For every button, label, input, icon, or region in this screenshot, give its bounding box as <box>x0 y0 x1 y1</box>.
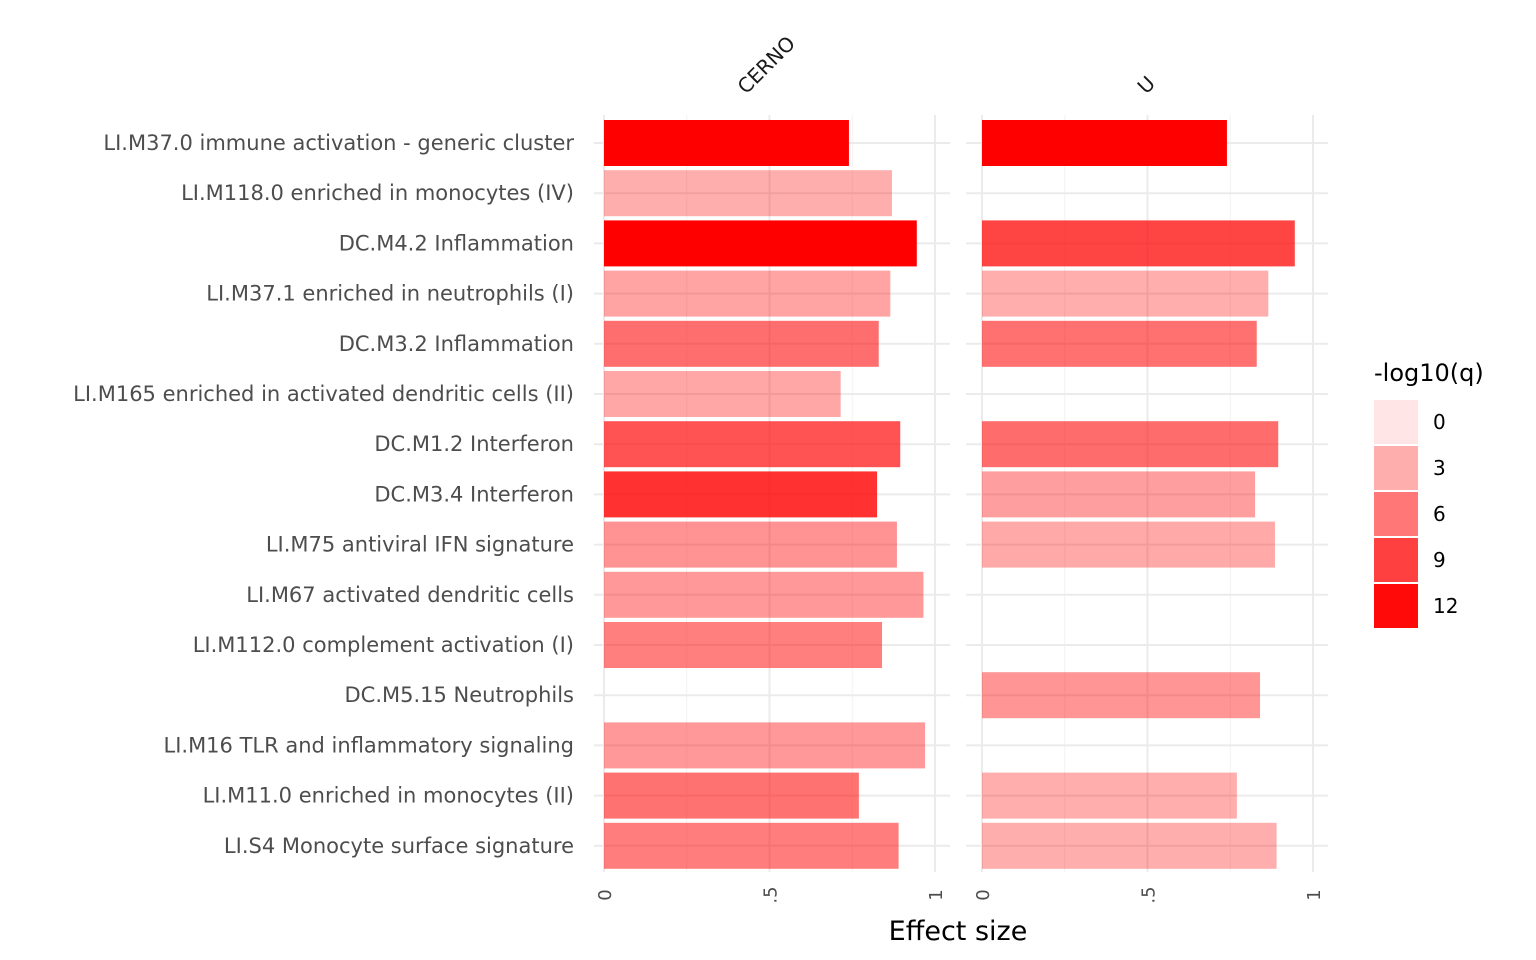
x-tick-label: 0 <box>973 889 994 900</box>
legend-label: 6 <box>1433 502 1446 526</box>
x-tick-label: 1 <box>926 889 947 900</box>
legend-label: 12 <box>1433 594 1458 618</box>
category-label: DC.M5.15 Neutrophils <box>344 683 574 707</box>
category-label: LI.M11.0 enriched in monocytes (II) <box>203 784 574 808</box>
category-label: DC.M1.2 Interferon <box>374 432 574 456</box>
bar-cerno-4 <box>604 270 891 317</box>
facet-label-cerno: CERNO <box>733 31 800 98</box>
legend-label: 3 <box>1433 456 1446 480</box>
category-label: LI.M118.0 enriched in monocytes (IV) <box>181 181 574 205</box>
legend-label: 0 <box>1433 410 1446 434</box>
legend-key <box>1374 492 1418 536</box>
bar-cerno-2 <box>604 170 892 217</box>
labels-layer: 0 .5 1 CERNO 0 .5 1 U LI.M37.0 immune activation… <box>73 31 1325 903</box>
legend-key <box>1374 446 1418 490</box>
legend: -log10(q) 0 3 6 9 12 <box>1374 359 1484 628</box>
bar-u-5 <box>982 320 1257 367</box>
category-label: LI.M75 antiviral IFN signature <box>266 533 574 557</box>
category-label: DC.M4.2 Inflammation <box>339 231 574 255</box>
bar-cerno-15 <box>604 822 899 869</box>
category-label: LI.M67 activated dendritic cells <box>246 583 574 607</box>
bar-u-8 <box>982 471 1256 518</box>
x-tick-label: .5 <box>1139 886 1160 903</box>
bar-u-3 <box>982 220 1295 267</box>
bar-cerno-14 <box>604 772 859 819</box>
bar-cerno-1 <box>604 120 849 166</box>
bar-cerno-8 <box>604 471 878 518</box>
category-label: LI.S4 Monocyte surface signature <box>224 834 574 858</box>
bar-cerno-10 <box>604 571 924 618</box>
legend-title: -log10(q) <box>1374 359 1484 387</box>
facet-label-u: U <box>1133 71 1160 98</box>
category-label: LI.M37.0 immune activation - generic clu… <box>103 131 574 155</box>
x-tick-label: .5 <box>761 886 782 903</box>
category-label: LI.M165 enriched in activated dendritic … <box>73 382 574 406</box>
bar-cerno-11 <box>604 622 883 668</box>
bar-u-7 <box>982 421 1279 468</box>
category-label: LI.M37.1 enriched in neutrophils (I) <box>206 282 574 306</box>
bar-u-1 <box>982 120 1227 166</box>
bar-cerno-7 <box>604 421 901 468</box>
category-label: LI.M112.0 complement activation (I) <box>193 633 574 657</box>
x-tick-label: 0 <box>595 889 616 900</box>
bar-u-15 <box>982 822 1277 869</box>
bar-cerno-5 <box>604 320 879 367</box>
category-label: DC.M3.2 Inflammation <box>339 332 574 356</box>
category-label: DC.M3.4 Interferon <box>374 482 574 506</box>
category-label: LI.M16 TLR and inflammatory signaling <box>164 733 575 757</box>
legend-key <box>1374 584 1418 628</box>
bar-u-14 <box>982 772 1237 819</box>
bar-u-9 <box>982 521 1275 568</box>
bars-layer <box>604 120 1295 869</box>
legend-key <box>1374 400 1418 444</box>
bar-u-12 <box>982 672 1261 719</box>
bar-cerno-6 <box>604 371 841 417</box>
bar-cerno-3 <box>604 220 917 267</box>
bar-cerno-13 <box>604 722 926 769</box>
legend-key <box>1374 538 1418 582</box>
x-axis-title: Effect size <box>889 916 1028 947</box>
bar-u-4 <box>982 270 1269 317</box>
x-tick-label: 1 <box>1304 889 1325 900</box>
bar-cerno-9 <box>604 521 897 568</box>
legend-label: 9 <box>1433 548 1446 572</box>
